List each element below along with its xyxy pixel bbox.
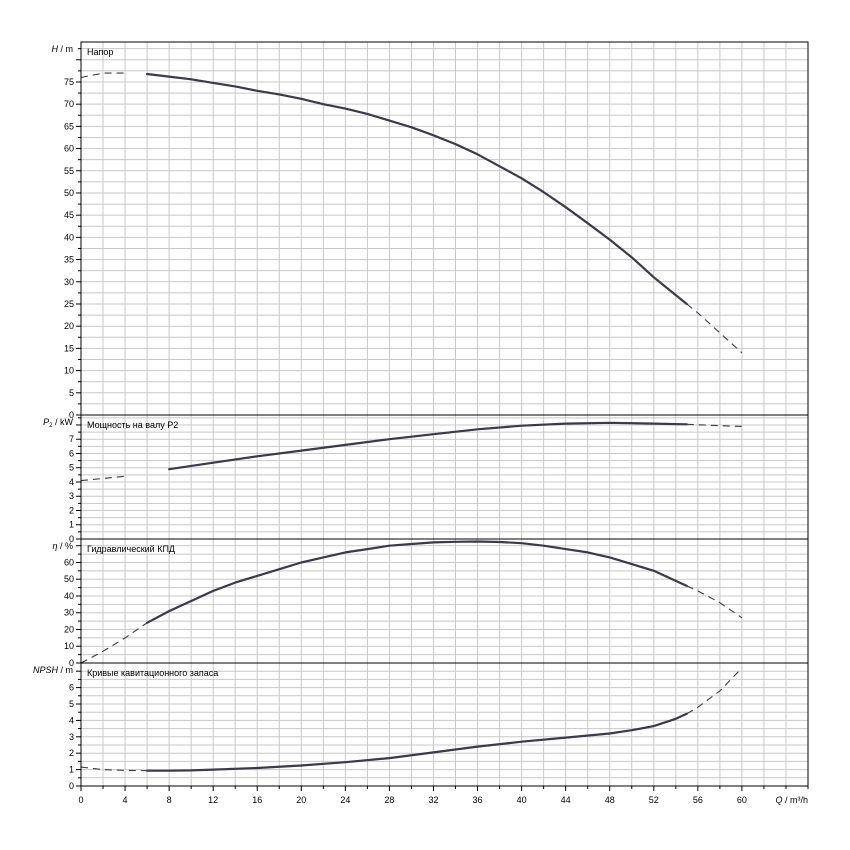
x-tick-label: 4 (123, 795, 128, 805)
curve-npsh-extrapolated-start (80, 766, 148, 772)
y-tick-label-power: 6 (69, 448, 74, 458)
x-tick-label: 60 (737, 795, 747, 805)
curve-efficiency-extrapolated-end (686, 585, 743, 619)
y-tick-label-power: 4 (69, 477, 74, 487)
x-tick-label: 52 (649, 795, 659, 805)
x-tick-label: 0 (78, 795, 83, 805)
y-tick-label-efficiency: 50 (64, 574, 74, 584)
x-tick-label: 48 (605, 795, 615, 805)
y-tick-label-head: 20 (64, 321, 74, 331)
y-tick-label-power: 1 (69, 520, 74, 530)
y-tick-label-npsh: 3 (69, 732, 74, 742)
panel-title-efficiency: Гидравлический КПД (87, 544, 175, 554)
x-tick-label: 56 (693, 795, 703, 805)
y-tick-label-head: 75 (64, 77, 74, 87)
curve-head-extrapolated-start (80, 72, 126, 79)
y-tick-label-head: 0 (69, 410, 74, 420)
y-tick-label-npsh: 5 (69, 699, 74, 709)
panel-title-power: Мощность на валу P2 (87, 420, 178, 430)
y-tick-label-head: 10 (64, 366, 74, 376)
x-tick-label: 24 (340, 795, 350, 805)
y-tick-label-efficiency: 30 (64, 608, 74, 618)
y-tick-label-power: 3 (69, 491, 74, 501)
y-tick-label-power: 5 (69, 463, 74, 473)
y-tick-label-head: 35 (64, 255, 74, 265)
y-tick-label-efficiency: 10 (64, 641, 74, 651)
x-axis-label: Q / m³/h (775, 795, 808, 805)
y-axis-label-power: P2 / kW (43, 417, 73, 429)
curves-layer (80, 72, 743, 772)
y-tick-label-head: 70 (64, 99, 74, 109)
curve-npsh-extrapolated-end (686, 667, 743, 715)
x-tick-label: 28 (384, 795, 394, 805)
x-tick-label: 16 (252, 795, 262, 805)
x-tick-label: 36 (473, 795, 483, 805)
y-tick-label-head: 45 (64, 210, 74, 220)
y-axis-label-head: H / m (52, 44, 74, 54)
curve-power-extrapolated-start (80, 475, 126, 482)
frames-layer (80, 41, 809, 787)
panel-title-npsh: Кривые кавитационного запаса (87, 668, 218, 678)
ticks-layer (76, 48, 809, 791)
y-tick-label-head: 60 (64, 144, 74, 154)
y-tick-label-head: 15 (64, 343, 74, 353)
curve-efficiency (146, 540, 688, 624)
y-tick-label-efficiency: 0 (69, 658, 74, 668)
y-tick-label-efficiency: 20 (64, 624, 74, 634)
x-tick-label: 44 (561, 795, 571, 805)
curve-head-extrapolated-end (686, 303, 743, 354)
y-tick-label-head: 50 (64, 188, 74, 198)
y-axis-label-efficiency: η / % (52, 541, 73, 551)
y-tick-label-power: 0 (69, 534, 74, 544)
y-axis-label-npsh: NPSH / m (33, 665, 73, 675)
y-tick-label-power: 7 (69, 434, 74, 444)
curve-efficiency-extrapolated-start (80, 622, 148, 664)
y-tick-label-npsh: 2 (69, 748, 74, 758)
y-tick-label-npsh: 6 (69, 683, 74, 693)
y-tick-label-power: 2 (69, 505, 74, 515)
x-tick-label: 40 (517, 795, 527, 805)
y-tick-label-head: 30 (64, 277, 74, 287)
y-tick-label-head: 55 (64, 166, 74, 176)
y-tick-label-head: 25 (64, 299, 74, 309)
x-tick-label: 20 (296, 795, 306, 805)
y-tick-label-head: 65 (64, 121, 74, 131)
y-tick-label-efficiency: 40 (64, 591, 74, 601)
y-tick-label-head: 40 (64, 232, 74, 242)
y-tick-label-head: 5 (69, 388, 74, 398)
curve-power (168, 421, 688, 471)
curve-head (146, 72, 688, 306)
grid-layer (81, 42, 808, 786)
y-tick-label-npsh: 4 (69, 715, 74, 725)
x-tick-label: 32 (428, 795, 438, 805)
curve-npsh (146, 712, 688, 772)
y-tick-label-npsh: 0 (69, 781, 74, 791)
y-tick-label-npsh: 1 (69, 765, 74, 775)
panel-frame-npsh (80, 662, 809, 787)
y-tick-label-efficiency: 60 (64, 557, 74, 567)
x-tick-label: 8 (167, 795, 172, 805)
x-tick-label: 12 (208, 795, 218, 805)
panel-title-head: Напор (87, 47, 113, 57)
